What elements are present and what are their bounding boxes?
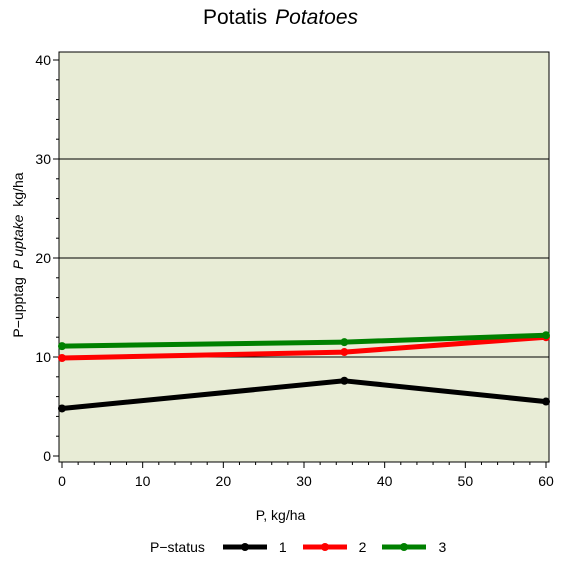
legend-swatch-marker <box>320 543 329 551</box>
legend-label: 2 <box>358 539 367 555</box>
legend-item: 2 <box>301 538 367 556</box>
data-point <box>58 342 66 351</box>
y-tick-label: 0 <box>43 448 51 464</box>
x-tick-label: 10 <box>135 473 151 489</box>
x-tick-label: 30 <box>296 473 312 489</box>
chart-title: Potatis Potatoes <box>0 6 561 30</box>
y-axis-label-swedish: P−upptag <box>10 277 26 338</box>
title-english: Potatoes <box>275 6 359 29</box>
legend-label: 3 <box>438 539 447 555</box>
y-tick-label: 20 <box>35 250 51 266</box>
legend-swatch-marker <box>400 543 409 551</box>
y-axis-label-english: P uptake <box>10 214 26 270</box>
y-axis-label-unit: kg/ha <box>10 172 26 207</box>
data-point <box>340 376 349 385</box>
data-point <box>340 348 349 357</box>
legend-title: P−status <box>150 539 205 555</box>
data-point <box>542 331 550 340</box>
x-axis-label: P, kg/ha <box>255 507 306 523</box>
x-tick-label: 40 <box>377 473 393 489</box>
y-axis-label: P−upptag P uptake kg/ha <box>10 172 26 337</box>
x-tick-label: 50 <box>458 473 474 489</box>
data-point <box>542 397 550 406</box>
x-tick-label: 0 <box>58 473 66 489</box>
legend-item: 1 <box>221 538 287 556</box>
legend: P−status 1 2 3 <box>150 538 460 556</box>
data-point <box>58 404 66 413</box>
legend-swatch <box>302 543 347 551</box>
data-point <box>340 338 349 347</box>
y-tick-label: 10 <box>35 349 51 365</box>
y-tick-label: 30 <box>35 151 51 167</box>
legend-item: 3 <box>380 538 446 556</box>
legend-swatch <box>382 543 427 551</box>
legend-swatch-marker <box>240 543 249 551</box>
legend-swatch <box>222 543 267 551</box>
y-tick-label: 40 <box>35 52 51 68</box>
title-swedish: Potatis <box>202 6 268 29</box>
x-tick-label: 60 <box>538 473 554 489</box>
legend-label: 1 <box>278 539 287 555</box>
x-tick-label: 20 <box>216 473 232 489</box>
data-point <box>58 353 66 362</box>
